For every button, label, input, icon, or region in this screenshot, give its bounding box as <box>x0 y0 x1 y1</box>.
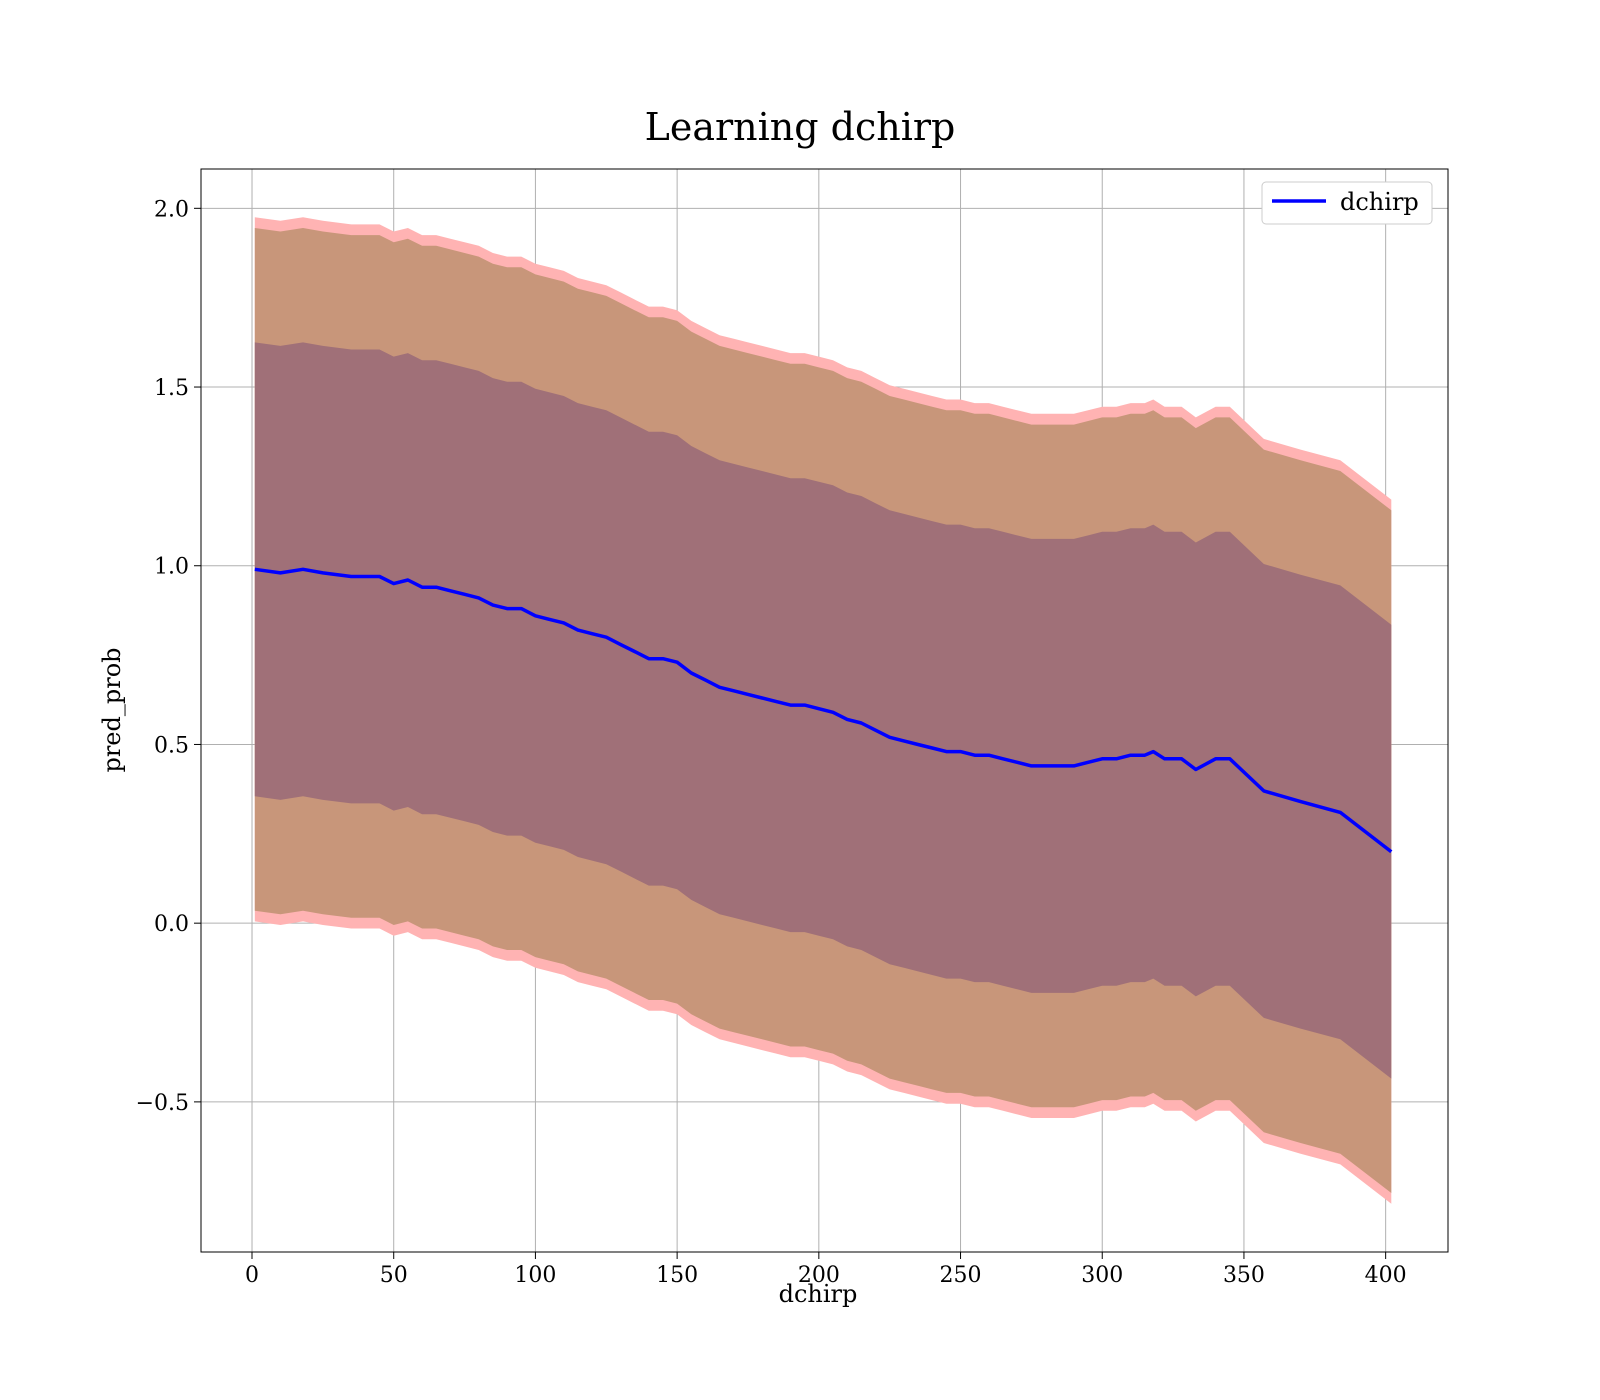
y-axis-ticks: −0.5 0.0 0.5 1.0 1.5 2.0 <box>136 197 201 1116</box>
y-tick-label-3: 1.0 <box>154 555 189 580</box>
series-line-dchirp <box>254 567 1393 854</box>
y-tick-label-0: −0.5 <box>136 1091 189 1116</box>
x-axis-ticks: 0 50 100 150 200 250 300 350 400 <box>245 1252 1407 1288</box>
plot-area-frame <box>200 168 1449 1253</box>
x-tick-label-400: 400 <box>1365 1263 1407 1288</box>
x-tick-label-0: 0 <box>245 1263 259 1288</box>
legend: dchirp <box>1261 181 1433 225</box>
x-tick-label-300: 300 <box>1081 1263 1123 1288</box>
x-tick-label-200: 200 <box>798 1263 840 1288</box>
legend-label-dchirp: dchirp <box>1340 188 1419 216</box>
series-lines <box>254 567 1393 854</box>
x-tick-label-350: 350 <box>1223 1263 1265 1288</box>
x-tick-label-150: 150 <box>656 1263 698 1288</box>
x-tick-label-50: 50 <box>380 1263 408 1288</box>
x-axis-label: dchirp <box>779 1280 858 1308</box>
y-tick-label-5: 2.0 <box>154 197 189 222</box>
x-tick-label-250: 250 <box>940 1263 982 1288</box>
y-tick-label-2: 0.5 <box>154 733 189 758</box>
x-tick-label-100: 100 <box>514 1263 556 1288</box>
legend-box <box>1261 181 1433 225</box>
chart-title: Learning dchirp <box>645 105 956 149</box>
y-axis-label: pred_prob <box>98 647 126 772</box>
y-tick-label-1: 0.0 <box>154 912 189 937</box>
y-tick-label-4: 1.5 <box>154 376 189 401</box>
